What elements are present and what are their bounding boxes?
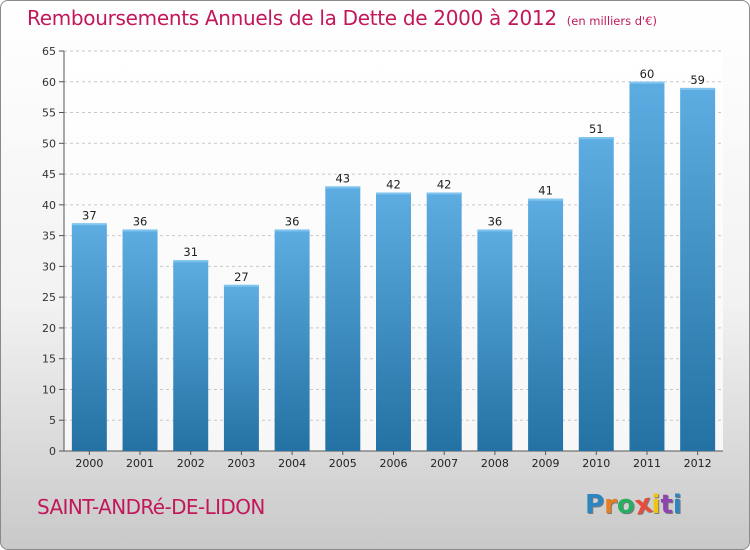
axes: 0 5 10 15 20 25 30 35 40 45 50 55 60 65 2000 2001 2002 20… <box>42 45 723 470</box>
x-tick-label-2010: 2010 <box>582 457 610 470</box>
bar-2009 <box>528 198 564 451</box>
x-tick-label-2007: 2007 <box>430 457 458 470</box>
chart-title: Remboursements Annuels de la Dette de 20… <box>27 6 657 30</box>
y-tick-label: 15 <box>42 353 56 366</box>
data-label-2007: 42 <box>437 178 452 192</box>
y-tick-label: 65 <box>42 45 56 58</box>
y-tick-label: 60 <box>42 76 56 89</box>
bar-highlight <box>376 192 411 195</box>
data-label-2004: 36 <box>285 214 300 228</box>
bar-2010 <box>578 137 614 451</box>
y-tick-label: 20 <box>42 322 56 335</box>
bar-highlight <box>680 87 716 90</box>
bar-highlight <box>325 186 361 189</box>
data-label-2000: 37 <box>82 208 97 222</box>
data-label-2010: 51 <box>589 122 604 136</box>
x-tick-label-2006: 2006 <box>380 457 408 470</box>
bar-highlight <box>122 229 158 232</box>
y-tick-label: 30 <box>42 260 56 273</box>
data-label-2012: 59 <box>690 73 705 87</box>
x-tick-label-2011: 2011 <box>633 457 661 470</box>
chart-title-text: Remboursements Annuels de la Dette de 20… <box>27 6 557 30</box>
proxiti-logo[interactable]: Proxiti <box>585 489 682 522</box>
bar-2012 <box>680 87 716 451</box>
y-tick-label: 45 <box>42 168 56 181</box>
y-tick-label: 25 <box>42 291 56 304</box>
data-label-2005: 43 <box>335 171 350 185</box>
bar-highlight <box>71 223 107 226</box>
bar-highlight <box>274 229 310 232</box>
logo-letter: P <box>585 490 605 520</box>
x-tick-label-2005: 2005 <box>329 457 357 470</box>
bar-highlight <box>477 229 513 232</box>
y-tick-label: 0 <box>49 445 56 458</box>
x-tick-label-2012: 2012 <box>684 457 712 470</box>
x-tick-label-2003: 2003 <box>227 457 255 470</box>
x-tick-label-2004: 2004 <box>278 457 306 470</box>
x-tick-label-2001: 2001 <box>126 457 154 470</box>
data-label-2006: 42 <box>386 178 401 192</box>
y-tick-label: 10 <box>42 383 56 396</box>
y-tick-label: 40 <box>42 199 56 212</box>
data-label-2008: 36 <box>488 214 503 228</box>
bar-highlight <box>578 137 614 140</box>
bar-highlight <box>629 81 665 84</box>
logo-letter: i <box>651 490 661 520</box>
data-label-2003: 27 <box>234 270 249 284</box>
y-tick-label: 5 <box>49 414 56 427</box>
x-tick-label-2002: 2002 <box>177 457 205 470</box>
chart-unit-label: (en milliers d'€) <box>566 14 657 28</box>
commune-name: SAINT-ANDRé-DE-LIDON <box>37 495 265 519</box>
x-tick-label-2000: 2000 <box>75 457 103 470</box>
bar-highlight <box>173 260 209 263</box>
data-label-2011: 60 <box>640 67 655 81</box>
data-labels: 37 36 31 27 36 43 42 42 36 41 51 60 59 <box>82 67 705 284</box>
x-tick-label-2008: 2008 <box>481 457 509 470</box>
bar-2011 <box>629 81 665 452</box>
y-tick-label: 50 <box>42 137 56 150</box>
logo-letter: t <box>660 490 673 520</box>
bar-2006 <box>376 192 411 452</box>
bars <box>71 81 716 452</box>
bar-2000 <box>71 223 107 451</box>
bar-highlight <box>528 198 564 201</box>
data-label-2001: 36 <box>133 214 148 228</box>
data-label-2002: 31 <box>183 245 198 259</box>
x-tick-label-2009: 2009 <box>532 457 560 470</box>
bar-2002 <box>173 260 209 451</box>
data-label-2009: 41 <box>538 184 553 198</box>
bar-highlight <box>426 192 462 195</box>
logo-letter: i <box>672 490 682 520</box>
bar-2005 <box>325 186 361 451</box>
y-tick-label: 55 <box>42 107 56 120</box>
bar-highlight <box>223 284 259 287</box>
bar-2001 <box>122 229 158 451</box>
bar-2008 <box>477 229 513 451</box>
y-tick-label: 35 <box>42 230 56 243</box>
bar-2004 <box>274 229 310 451</box>
logo-letter: o <box>616 490 635 520</box>
logo-letter: r <box>604 490 617 520</box>
bar-2003 <box>223 284 259 451</box>
bar-2007 <box>426 192 462 452</box>
